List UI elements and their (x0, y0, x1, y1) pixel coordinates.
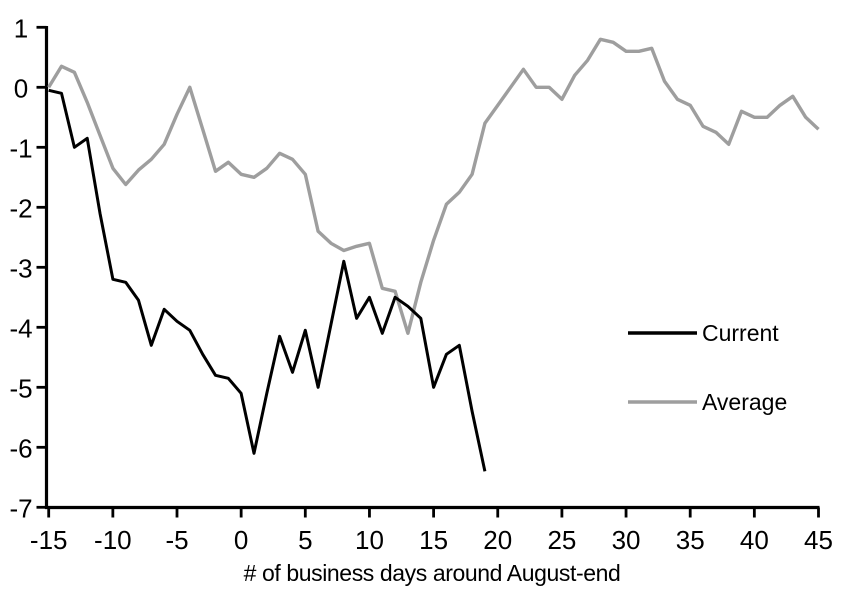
x-tick-label: 10 (355, 525, 384, 555)
y-tick-label: -3 (9, 253, 32, 283)
y-tick-labels: 1 0 -1 -2 -3 -4 -5 -6 -7 (9, 13, 32, 523)
y-tick-label: -4 (9, 313, 32, 343)
current-line (48, 88, 487, 472)
y-axis: 1 0 -1 -2 -3 -4 -5 -6 -7 (9, 13, 49, 523)
x-tick-labels: -15 -10 -5 0 5 10 15 20 25 30 35 40 45 (30, 525, 833, 555)
legend-label-current: Current (702, 320, 779, 346)
x-tick-label: 35 (676, 525, 705, 555)
x-tick-label: 45 (804, 525, 833, 555)
legend: Current Average (628, 320, 787, 415)
series-lines (47, 37, 820, 472)
y-tick-label: -1 (9, 133, 32, 163)
x-tick-marks (47, 507, 820, 518)
y-tick-label: 1 (14, 13, 28, 43)
x-tick-label: -10 (94, 525, 132, 555)
x-tick-label: -15 (30, 525, 68, 555)
y-tick-label: -7 (9, 493, 32, 523)
average-line (47, 37, 820, 335)
y-tick-label: 0 (14, 73, 28, 103)
legend-label-average: Average (702, 389, 787, 415)
y-tick-label: -6 (9, 433, 32, 463)
x-tick-label: 25 (547, 525, 576, 555)
x-tick-label: 5 (298, 525, 312, 555)
y-tick-marks (36, 25, 47, 509)
x-tick-label: 40 (740, 525, 769, 555)
x-tick-label: 20 (483, 525, 512, 555)
y-tick-label: -5 (9, 373, 32, 403)
x-axis-title: # of business days around August-end (244, 560, 621, 586)
x-axis: -15 -10 -5 0 5 10 15 20 25 30 35 40 45 # of business… (30, 505, 833, 586)
y-tick-label: -2 (9, 193, 32, 223)
x-tick-label: 30 (612, 525, 641, 555)
x-tick-label: 15 (419, 525, 448, 555)
x-tick-label: 0 (234, 525, 248, 555)
x-tick-label: -5 (165, 525, 188, 555)
